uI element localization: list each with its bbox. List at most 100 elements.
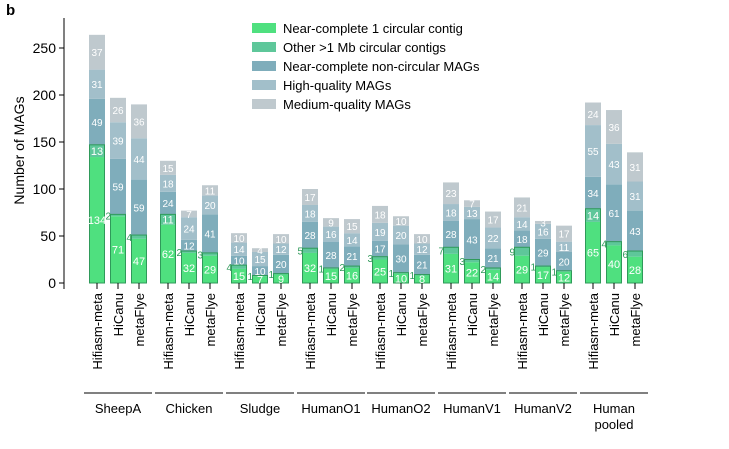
data-label-near-complete-noncircular: 28: [325, 251, 337, 262]
data-label-near-complete-circular: 8: [419, 274, 425, 286]
data-label-medium-quality: 36: [133, 117, 145, 128]
bar-segment-chicken-metaflye-medium_quality: [202, 185, 218, 196]
data-label-high-quality: 43: [608, 160, 620, 171]
bar-segment-humano2-hicanu-medium_quality: [393, 216, 409, 226]
data-label-high-quality: 16: [325, 230, 337, 241]
data-label-medium-quality: 24: [587, 110, 599, 121]
bar-segment-sheepa-hifiasm-meta-medium_quality: [89, 34, 105, 70]
data-label-high-quality: 19: [374, 228, 386, 239]
data-label-other-circular: 7: [438, 247, 444, 258]
bar-segment-humanv1-metaflye-high_quality: [485, 227, 501, 249]
x-tick-label-assembler: HiCanu: [324, 293, 339, 336]
data-label-near-complete-noncircular: 49: [91, 118, 103, 129]
x-tick-label-assembler: metaFlye: [486, 293, 501, 346]
bar-segment-humano1-hicanu-near_complete_noncircular: [323, 241, 339, 268]
data-label-high-quality: 31: [91, 80, 103, 91]
group-label: HumanO2: [371, 401, 430, 416]
bar-segment-humanv2-hifiasm-meta-near_complete_noncircular: [514, 230, 530, 248]
bar-segment-sheepa-hicanu-near_complete_circular: [110, 216, 126, 283]
bar-segment-humano2-metaflye-high_quality: [414, 243, 430, 255]
bar-segment-sheepa-hicanu-high_quality: [110, 122, 126, 159]
x-tick-label-assembler: metaFlye: [345, 293, 360, 346]
data-label-high-quality: 55: [587, 147, 599, 158]
data-label-other-circular: 1: [409, 271, 415, 282]
data-label-near-complete-circular: 29: [204, 264, 216, 276]
bar-segment-sludge-hifiasm-meta-near_complete_noncircular: [231, 255, 247, 266]
bar-segment-sheepa-metaflye-near_complete_noncircular: [131, 179, 147, 236]
bar-segment-humanv1-hifiasm-meta-medium_quality: [443, 182, 459, 205]
data-label-medium-quality: 37: [91, 48, 103, 59]
bar-segment-chicken-hifiasm-meta-near_complete_noncircular: [160, 191, 176, 215]
x-tick-label-assembler: HiCanu: [536, 293, 551, 336]
group-label: Chicken: [166, 401, 213, 416]
data-label-near-complete-noncircular: 43: [466, 235, 478, 246]
data-label-medium-quality: 15: [162, 164, 174, 175]
legend-label-near_complete_circular: Near-complete 1 circular contig: [283, 21, 463, 36]
bar-segment-humano2-hifiasm-meta-near_complete_noncircular: [372, 240, 388, 257]
bar-segment-humanv2-hicanu-near_complete_circular: [535, 267, 551, 283]
data-label-near-complete-circular: 28: [629, 265, 641, 277]
data-label-high-quality: 16: [537, 227, 549, 238]
data-label-near-complete-noncircular: 12: [183, 241, 195, 252]
data-label-near-complete-circular: 47: [133, 256, 145, 268]
bar-segment-human-pooled-hifiasm-meta-other_circular: [585, 208, 601, 222]
bar-segment-humanv1-hicanu-near_complete_noncircular: [464, 219, 480, 260]
data-label-near-complete-noncircular: 10: [233, 256, 245, 267]
x-tick-label-assembler: Hifiasm-meta: [303, 292, 318, 369]
bar-segment-sheepa-hifiasm-meta-other_circular: [89, 144, 105, 158]
x-tick-label-assembler: Hifiasm-meta: [90, 292, 105, 369]
data-label-medium-quality: 17: [487, 216, 499, 227]
legend-swatch-other_circular: [252, 42, 276, 52]
data-label-medium-quality: 18: [374, 210, 386, 221]
bar-segment-humanv2-metaflye-medium_quality: [556, 225, 572, 242]
bar-segment-humanv1-metaflye-near_complete_circular: [485, 269, 501, 283]
data-label-near-complete-noncircular: 41: [204, 230, 216, 241]
bar-segment-human-pooled-hicanu-near_complete_noncircular: [606, 184, 622, 242]
bar-segment-chicken-hicanu-medium_quality: [181, 210, 197, 218]
bar-segment-human-pooled-hicanu-medium_quality: [606, 110, 622, 144]
data-label-high-quality: 20: [204, 201, 216, 212]
legend-label-near_complete_noncircular: Near-complete non-circular MAGs: [283, 59, 480, 74]
data-label-medium-quality: 26: [112, 106, 124, 117]
bar-segment-sheepa-hifiasm-meta-high_quality: [89, 69, 105, 99]
data-label-near-complete-noncircular: 21: [416, 261, 428, 272]
group-label: Sludge: [240, 401, 280, 416]
x-tick-label-assembler: Hifiasm-meta: [515, 292, 530, 369]
bar-segment-chicken-hifiasm-meta-high_quality: [160, 174, 176, 192]
bar-segment-sludge-hifiasm-meta-other_circular: [231, 265, 247, 269]
group-label: SheepA: [95, 401, 142, 416]
bar-segment-humanv2-hicanu-near_complete_noncircular: [535, 238, 551, 267]
bar-segment-humanv2-metaflye-near_complete_circular: [556, 271, 572, 283]
data-label-other-circular: 3: [459, 257, 465, 268]
bar-segment-sheepa-metaflye-near_complete_circular: [131, 238, 147, 283]
bar-segment-sludge-hicanu-near_complete_circular: [252, 276, 268, 283]
data-label-near-complete-circular: 25: [374, 266, 386, 278]
bar-segment-sludge-hifiasm-meta-medium_quality: [231, 233, 247, 243]
data-label-near-complete-circular: 32: [183, 263, 195, 275]
x-tick-label-assembler: metaFlye: [628, 293, 643, 346]
data-label-medium-quality: 23: [445, 189, 457, 200]
legend-swatch-near_complete_noncircular: [252, 61, 276, 71]
bar-segment-humano2-hifiasm-meta-medium_quality: [372, 205, 388, 223]
data-label-other-circular: 4: [226, 263, 232, 274]
data-label-near-complete-noncircular: 34: [587, 189, 599, 200]
data-label-other-circular: 2: [480, 265, 486, 276]
data-label-high-quality: 20: [395, 231, 407, 242]
data-label-near-complete-circular: 12: [558, 272, 570, 284]
data-label-medium-quality: 36: [608, 123, 620, 134]
bar-segment-sludge-hicanu-near_complete_noncircular: [252, 266, 268, 276]
bar-segment-humano2-metaflye-medium_quality: [414, 234, 430, 244]
bar-segment-sheepa-metaflye-medium_quality: [131, 104, 147, 139]
data-label-near-complete-noncircular: 59: [112, 183, 124, 194]
bar-segment-sludge-hicanu-high_quality: [252, 251, 268, 267]
bar-segment-humanv2-metaflye-near_complete_noncircular: [556, 251, 572, 271]
bar-segment-humanv2-hicanu-medium_quality: [535, 220, 551, 224]
data-label-other-circular: 2: [105, 211, 111, 222]
bar-segment-humano2-hicanu-near_complete_noncircular: [393, 244, 409, 273]
x-tick-label-assembler: metaFlye: [415, 293, 430, 346]
data-label-high-quality: 13: [466, 209, 478, 220]
data-label-high-quality: 18: [445, 209, 457, 220]
data-label-near-complete-noncircular: 43: [629, 227, 641, 238]
data-label-medium-quality: 31: [629, 163, 641, 174]
